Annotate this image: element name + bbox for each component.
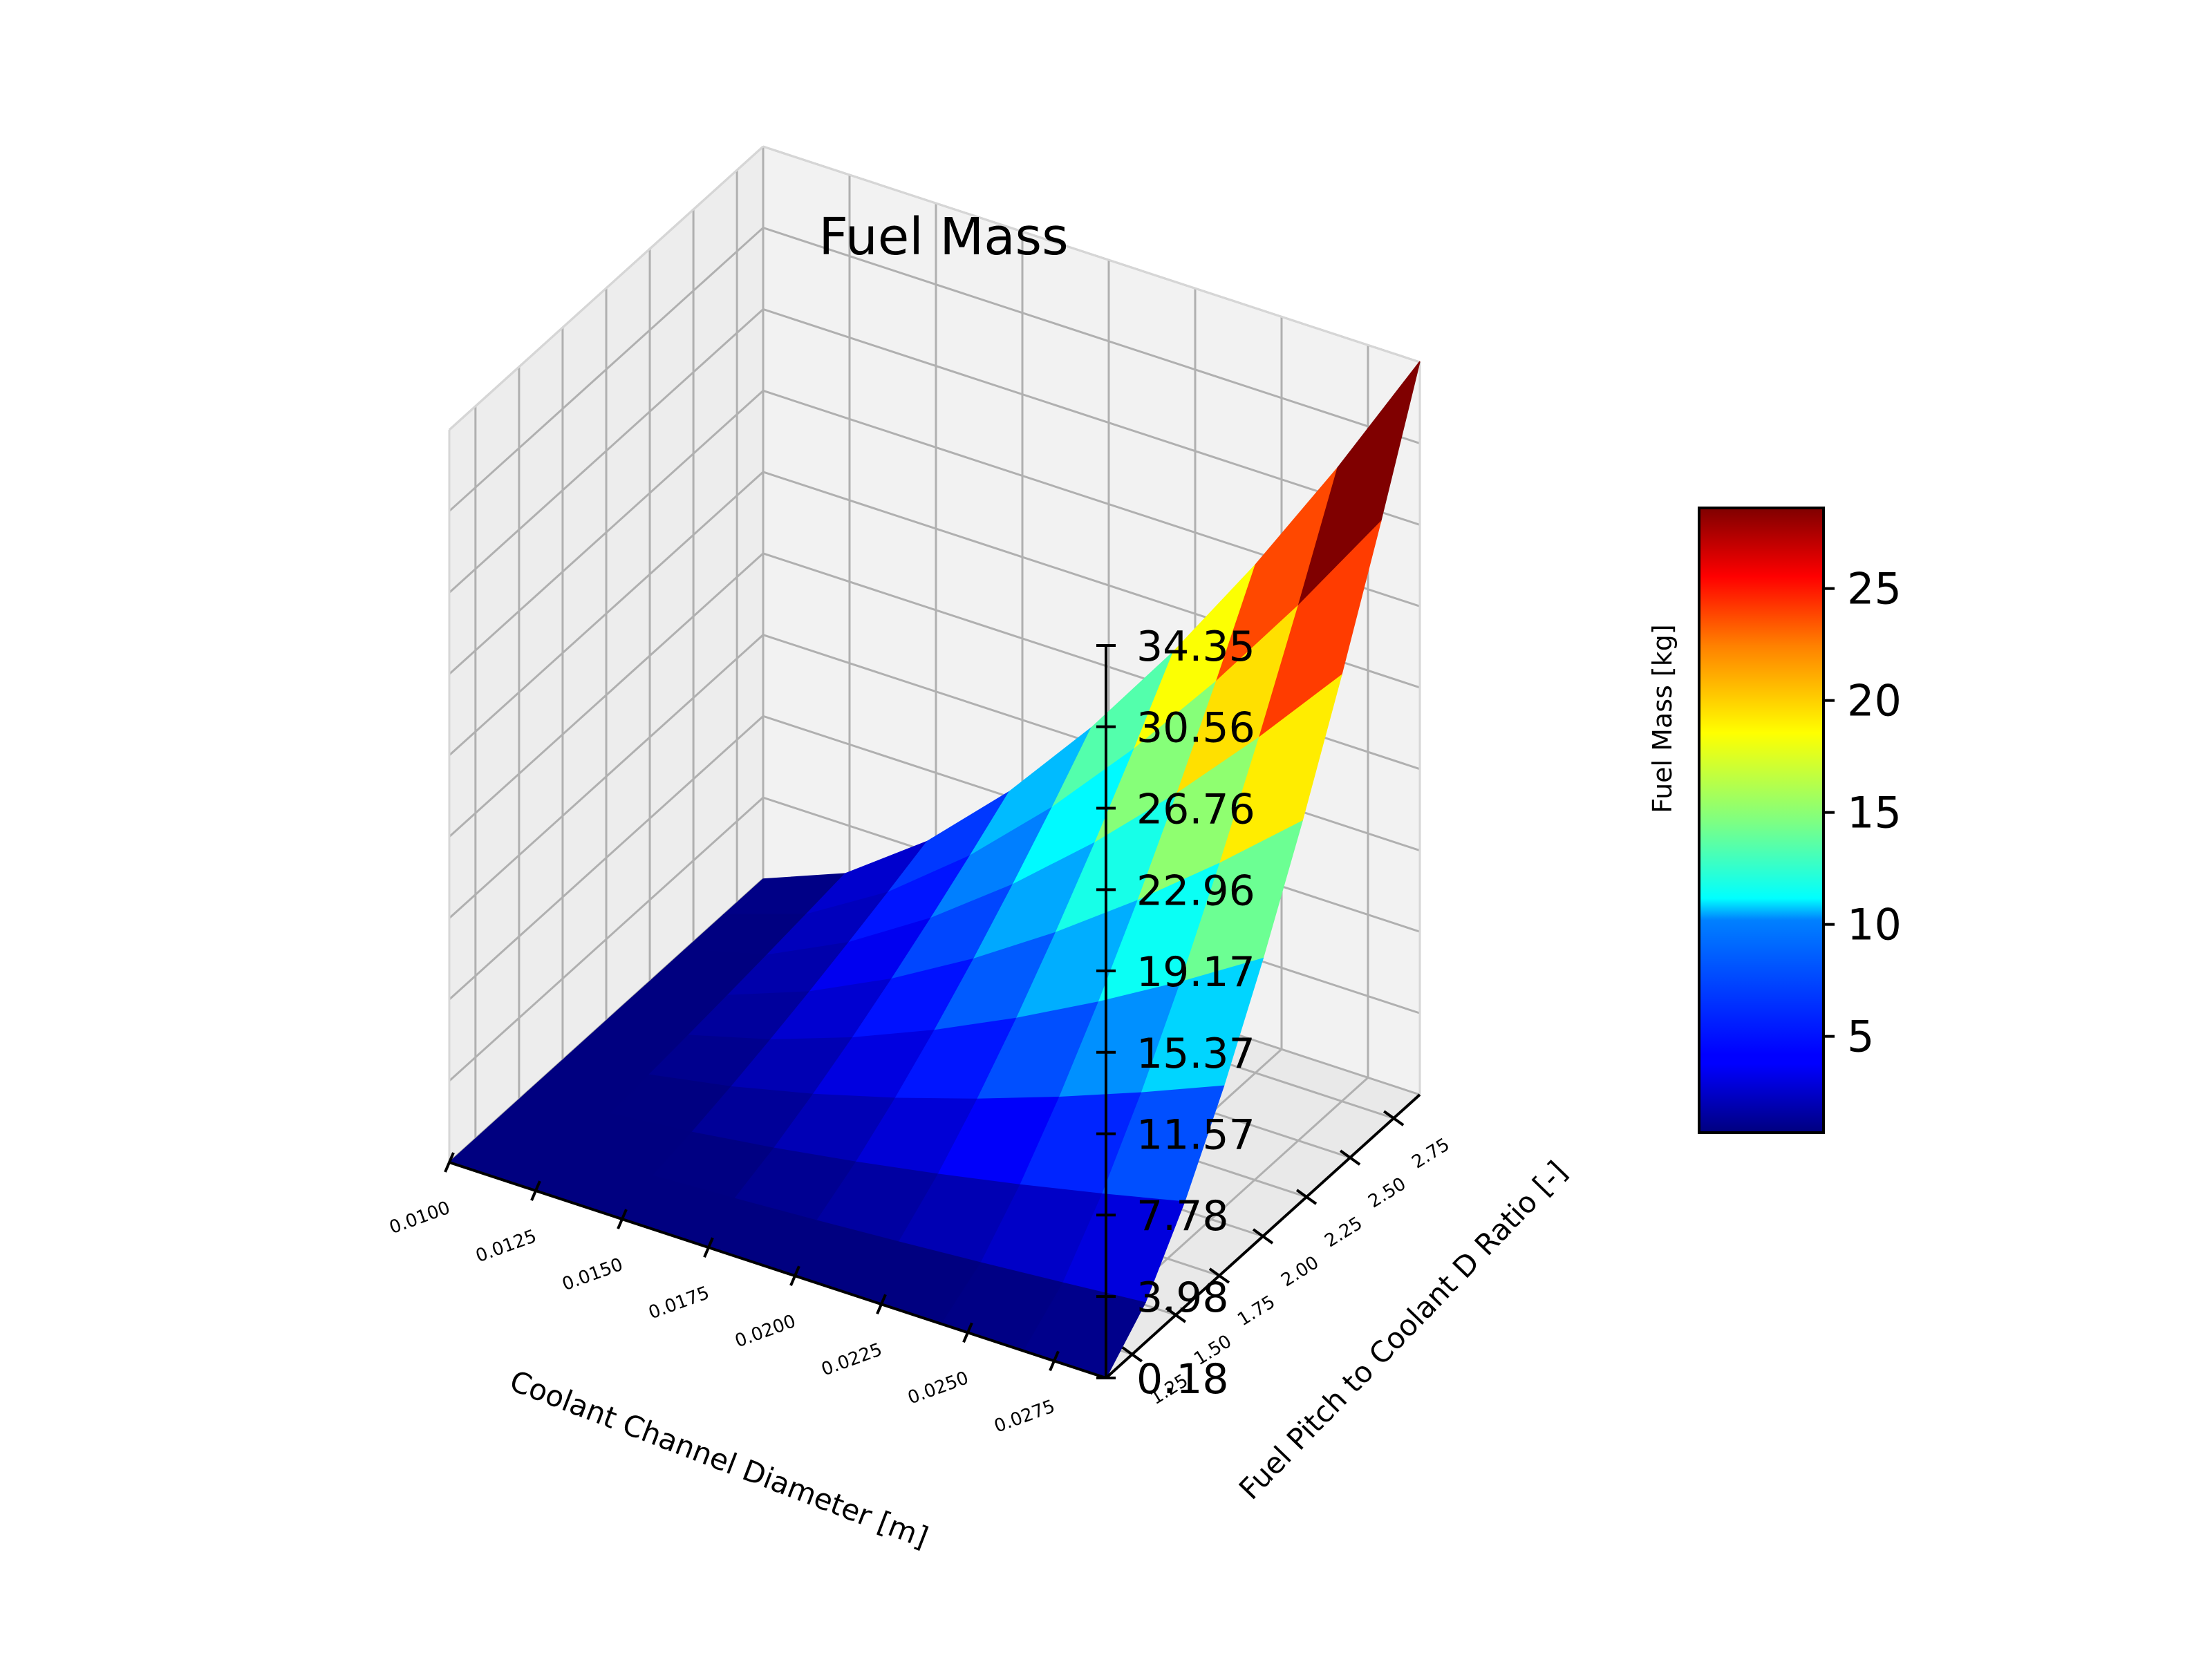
colorbar-tick-label: 15 bbox=[1847, 788, 1902, 838]
x-axis-line bbox=[449, 1161, 1107, 1379]
x-tick-label: 0.0175 bbox=[646, 1283, 712, 1323]
tick-mark bbox=[1049, 1350, 1060, 1372]
colorbar: 5 10 15 20 25 bbox=[1698, 507, 1902, 1134]
grid-line bbox=[762, 308, 1421, 526]
z-tick-label: 7.78 bbox=[1136, 1192, 1229, 1240]
tick-mark bbox=[444, 1152, 455, 1173]
x-tick-label: 0.0150 bbox=[559, 1254, 626, 1295]
x-tick-label: 0.0200 bbox=[732, 1311, 798, 1352]
y-tick-label: 1.75 bbox=[1234, 1292, 1279, 1330]
x-tick-label: 0.0100 bbox=[386, 1198, 453, 1238]
y-tick-label: 2.75 bbox=[1408, 1134, 1453, 1173]
x-tick-label: 0.0125 bbox=[473, 1226, 539, 1267]
tick-mark bbox=[789, 1265, 800, 1286]
tick-mark bbox=[617, 1209, 628, 1229]
tick-mark bbox=[876, 1294, 887, 1315]
x-axis-label: Coolant Channel Diameter [m] bbox=[505, 1363, 932, 1554]
x-tick-label: 0.0275 bbox=[991, 1396, 1058, 1437]
z-tick-label: 15.37 bbox=[1136, 1030, 1255, 1078]
z-tick-label: 22.96 bbox=[1136, 867, 1255, 915]
colorbar-ticks: 5 10 15 20 25 bbox=[1824, 564, 1902, 1062]
z-tick-label: 11.57 bbox=[1136, 1111, 1255, 1160]
tick-mark bbox=[962, 1322, 973, 1343]
z-tick-label: 34.35 bbox=[1136, 623, 1255, 671]
z-tick-label: 3.98 bbox=[1136, 1274, 1229, 1322]
grid-line bbox=[448, 308, 765, 594]
y-tick-label: 2.50 bbox=[1365, 1173, 1409, 1212]
z-axis-label: Fuel Mass [kg] bbox=[1647, 624, 1678, 813]
grid-line bbox=[448, 227, 765, 512]
colorbar-tick-label: 5 bbox=[1847, 1012, 1874, 1062]
z-tick-label: 19.17 bbox=[1136, 948, 1255, 997]
grid-line bbox=[448, 471, 765, 757]
grid-line bbox=[448, 552, 765, 838]
grid-line bbox=[448, 715, 765, 1001]
colorbar-tick-label: 10 bbox=[1847, 900, 1902, 950]
grid-line bbox=[448, 390, 765, 675]
tick-mark bbox=[1208, 1267, 1230, 1284]
chart-title: Fuel Mass bbox=[818, 207, 1068, 267]
z-tick-label: 26.76 bbox=[1136, 786, 1255, 834]
grid-line bbox=[448, 634, 765, 919]
z-tick-label: 30.56 bbox=[1136, 704, 1255, 753]
grid-line bbox=[762, 227, 1421, 444]
tick-mark bbox=[1252, 1228, 1274, 1245]
pane-edge bbox=[448, 145, 765, 431]
axis-lines bbox=[444, 644, 1421, 1379]
colorbar-tick-label: 20 bbox=[1847, 676, 1902, 726]
tick-mark bbox=[1339, 1149, 1361, 1166]
tick-mark bbox=[1295, 1189, 1318, 1205]
x-tick-label: 0.0250 bbox=[905, 1368, 971, 1408]
tick-mark bbox=[530, 1180, 541, 1201]
y-tick-label: 2.00 bbox=[1277, 1252, 1322, 1291]
tick-mark bbox=[703, 1237, 714, 1258]
y-tick-label: 2.25 bbox=[1321, 1213, 1366, 1252]
z-tick-label: 0.18 bbox=[1136, 1355, 1229, 1404]
x-tick-label: 0.0225 bbox=[818, 1339, 885, 1380]
tick-mark bbox=[1165, 1307, 1187, 1323]
tick-mark bbox=[1121, 1346, 1143, 1363]
tick-mark bbox=[1383, 1110, 1405, 1126]
grid-line bbox=[448, 797, 765, 1082]
surface-mesh bbox=[448, 361, 1421, 1379]
colorbar-tick-label: 25 bbox=[1847, 564, 1902, 614]
colorbar-gradient bbox=[1698, 507, 1825, 1134]
pane-edge bbox=[762, 145, 1421, 363]
